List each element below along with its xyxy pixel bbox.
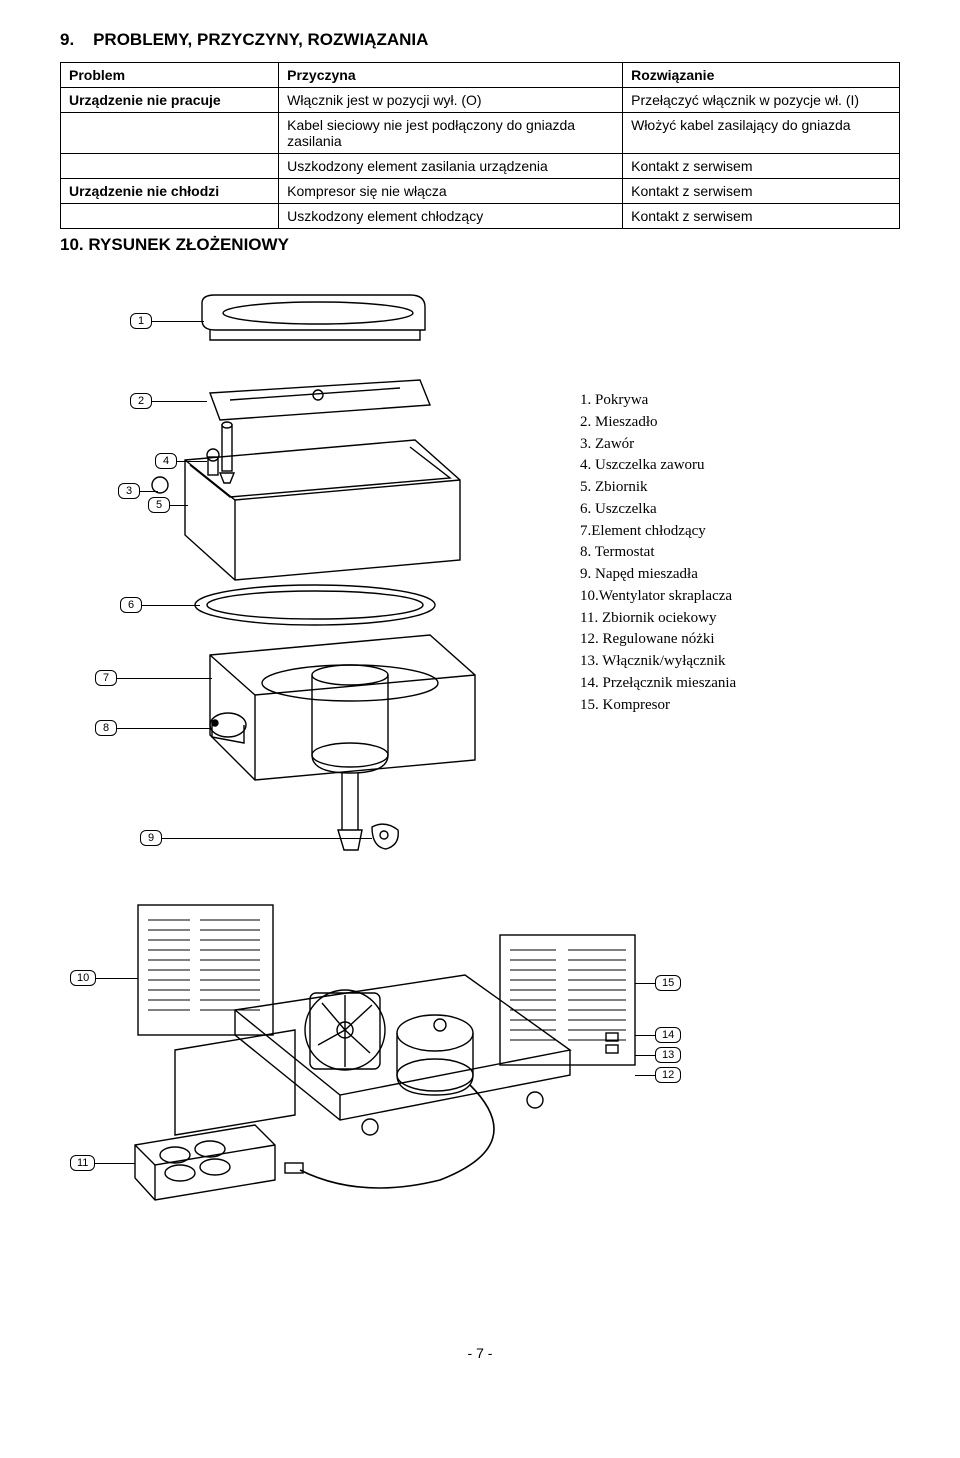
parts-list: 1. Pokrywa 2. Mieszadło 3. Zawór 4. Uszc… <box>580 390 736 716</box>
parts-list-item: 1. Pokrywa <box>580 390 736 412</box>
cell-cause: Kompresor się nie włącza <box>279 179 623 204</box>
parts-list-item: 14. Przełącznik mieszania <box>580 673 736 695</box>
table-row: Kabel sieciowy nie jest podłączony do gn… <box>61 113 900 154</box>
cell-cause: Włącznik jest w pozycji wył. (O) <box>279 88 623 113</box>
table-row: Urządzenie nie chłodzi Kompresor się nie… <box>61 179 900 204</box>
callout-label: 5 <box>148 497 170 513</box>
callout-label: 12 <box>655 1067 681 1083</box>
callout-line <box>117 728 212 729</box>
callout-line <box>152 401 207 402</box>
section-10-heading: 10. RYSUNEK ZŁOŻENIOWY <box>60 235 900 255</box>
cell-problem <box>61 204 279 229</box>
callout-label: 8 <box>95 720 117 736</box>
callout-line <box>635 1075 655 1076</box>
parts-list-item: 4. Uszczelka zaworu <box>580 455 736 477</box>
parts-list-item: 3. Zawór <box>580 434 736 456</box>
callout-label: 1 <box>130 313 152 329</box>
callout-13: 13 <box>635 1047 681 1063</box>
page-number: - 7 - <box>60 1345 900 1361</box>
cell-cause: Kabel sieciowy nie jest podłączony do gn… <box>279 113 623 154</box>
callout-8: 8 <box>95 720 212 736</box>
section-9-title: PROBLEMY, PRZYCZYNY, ROZWIĄZANIA <box>93 30 428 49</box>
callout-line <box>96 978 138 979</box>
parts-list-item: 15. Kompresor <box>580 695 736 717</box>
parts-list-item: 7.Element chłodzący <box>580 521 736 543</box>
parts-list-item: 11. Zbiornik ociekowy <box>580 608 736 630</box>
table-row: Uszkodzony element chłodzący Kontakt z s… <box>61 204 900 229</box>
callout-1: 1 <box>130 313 204 329</box>
callout-label: 6 <box>120 597 142 613</box>
callout-label: 10 <box>70 970 96 986</box>
section-10-number: 10. <box>60 235 84 254</box>
table-header-row: Problem Przyczyna Rozwiązanie <box>61 63 900 88</box>
cell-cause: Uszkodzony element zasilania urządzenia <box>279 154 623 179</box>
section-10-title: RYSUNEK ZŁOŻENIOWY <box>88 235 289 254</box>
callout-line <box>117 678 212 679</box>
callout-10: 10 <box>70 970 138 986</box>
callout-line <box>152 321 204 322</box>
callout-12: 12 <box>635 1067 681 1083</box>
callout-line <box>170 505 188 506</box>
table-row: Urządzenie nie pracuje Włącznik jest w p… <box>61 88 900 113</box>
callout-line <box>162 838 372 839</box>
parts-list-item: 8. Termostat <box>580 542 736 564</box>
cell-solution: Kontakt z serwisem <box>623 204 900 229</box>
parts-list-item: 9. Napęd mieszadła <box>580 564 736 586</box>
callout-15: 15 <box>635 975 681 991</box>
troubleshoot-table: Problem Przyczyna Rozwiązanie Urządzenie… <box>60 62 900 229</box>
cell-cause: Uszkodzony element chłodzący <box>279 204 623 229</box>
callout-4: 4 <box>155 453 207 469</box>
callout-9: 9 <box>140 830 372 846</box>
callout-label: 11 <box>70 1155 95 1171</box>
callout-line <box>95 1163 135 1164</box>
cell-solution: Kontakt z serwisem <box>623 154 900 179</box>
callout-2: 2 <box>130 393 207 409</box>
cell-problem <box>61 154 279 179</box>
callout-label: 14 <box>655 1027 681 1043</box>
th-problem: Problem <box>61 63 279 88</box>
section-9-heading: 9. PROBLEMY, PRZYCZYNY, ROZWIĄZANIA <box>60 30 900 50</box>
callout-label: 4 <box>155 453 177 469</box>
callout-line <box>635 983 655 984</box>
callout-line <box>177 461 207 462</box>
parts-list-item: 5. Zbiornik <box>580 477 736 499</box>
exploded-diagram: 1 2 3 4 5 6 7 8 9 10 11 15 <box>60 275 900 1335</box>
cell-problem: Urządzenie nie chłodzi <box>61 179 279 204</box>
callout-label: 3 <box>118 483 140 499</box>
callout-line <box>635 1055 655 1056</box>
callout-line <box>635 1035 655 1036</box>
cell-problem: Urządzenie nie pracuje <box>61 88 279 113</box>
parts-list-item: 6. Uszczelka <box>580 499 736 521</box>
callout-label: 2 <box>130 393 152 409</box>
parts-list-item: 10.Wentylator skraplacza <box>580 586 736 608</box>
parts-list-item: 2. Mieszadło <box>580 412 736 434</box>
cell-problem <box>61 113 279 154</box>
callout-5: 5 <box>148 497 188 513</box>
callout-label: 9 <box>140 830 162 846</box>
callout-label: 7 <box>95 670 117 686</box>
callout-line <box>142 605 200 606</box>
parts-list-item: 13. Włącznik/wyłącznik <box>580 651 736 673</box>
callout-line <box>140 491 158 492</box>
callout-11: 11 <box>70 1155 135 1171</box>
callout-7: 7 <box>95 670 212 686</box>
callout-14: 14 <box>635 1027 681 1043</box>
section-9-number: 9. <box>60 30 74 49</box>
th-cause: Przyczyna <box>279 63 623 88</box>
cell-solution: Przełączyć włącznik w pozycje wł. (I) <box>623 88 900 113</box>
callout-6: 6 <box>120 597 200 613</box>
cell-solution: Kontakt z serwisem <box>623 179 900 204</box>
th-solution: Rozwiązanie <box>623 63 900 88</box>
callout-label: 13 <box>655 1047 681 1063</box>
exploded-diagram-svg <box>60 275 900 1335</box>
table-row: Uszkodzony element zasilania urządzenia … <box>61 154 900 179</box>
parts-list-item: 12. Regulowane nóżki <box>580 629 736 651</box>
cell-solution: Włożyć kabel zasilający do gniazda <box>623 113 900 154</box>
callout-label: 15 <box>655 975 681 991</box>
table-body: Urządzenie nie pracuje Włącznik jest w p… <box>61 88 900 229</box>
